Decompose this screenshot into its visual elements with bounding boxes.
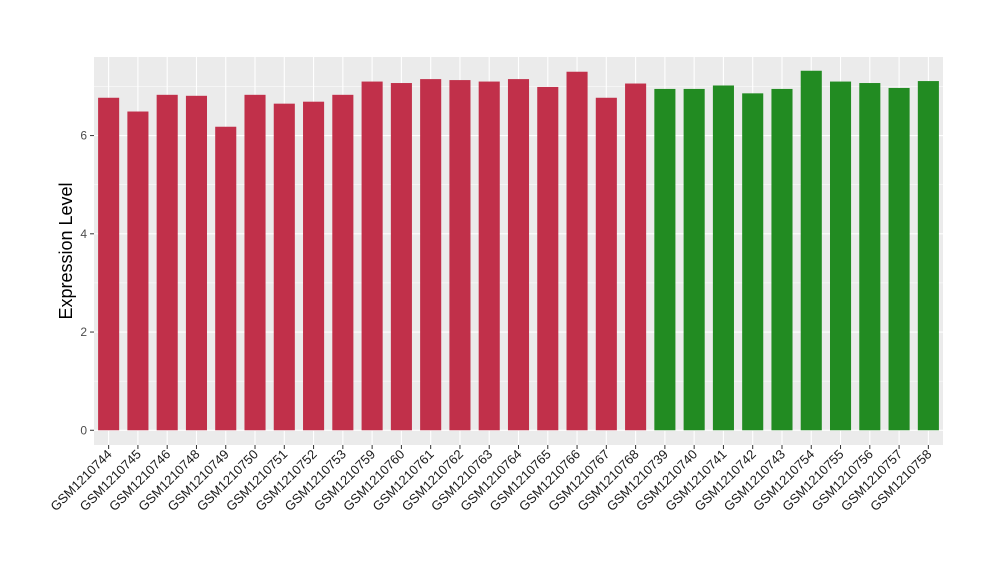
bar-GSM1210753	[332, 94, 354, 431]
bar-GSM1210743	[771, 88, 793, 431]
y-tick-label: 4	[80, 227, 87, 241]
bar-GSM1210764	[507, 79, 530, 431]
bar-GSM1210765	[537, 86, 559, 431]
bar-GSM1210758	[917, 81, 939, 431]
bar-GSM1210767	[595, 97, 617, 431]
bar-GSM1210763	[478, 81, 500, 431]
bar-GSM1210746	[156, 94, 178, 431]
y-axis: 0 2 4 6	[80, 129, 94, 437]
bars	[98, 70, 939, 431]
bar-GSM1210739	[654, 88, 676, 431]
bar-GSM1210744	[98, 97, 120, 431]
bar-GSM1210755	[829, 81, 852, 431]
bar-GSM1210751	[273, 103, 295, 431]
bar-GSM1210768	[625, 83, 647, 431]
bar-GSM1210752	[303, 101, 325, 431]
bar-GSM1210742	[742, 93, 764, 431]
bar-GSM1210756	[859, 83, 881, 431]
bar-GSM1210757	[888, 87, 910, 431]
bar-GSM1210750	[244, 94, 266, 431]
bar-GSM1210754	[800, 70, 822, 431]
y-tick-label: 0	[80, 423, 87, 437]
y-tick-label: 6	[80, 129, 87, 143]
bar-GSM1210740	[683, 88, 705, 431]
bar-GSM1210741	[712, 85, 734, 431]
bar-GSM1210745	[127, 111, 149, 431]
bar-GSM1210762	[449, 80, 471, 431]
y-axis-title: Expression Level	[56, 182, 76, 319]
bar-GSM1210759	[361, 81, 383, 431]
bar-GSM1210749	[215, 126, 237, 431]
bar-GSM1210748	[185, 95, 208, 431]
bar-GSM1210761	[420, 79, 442, 431]
x-axis: GSM1210744GSM1210745GSM1210746GSM1210748…	[47, 445, 934, 514]
y-tick-label: 2	[80, 325, 87, 339]
bar-GSM1210760	[390, 83, 412, 431]
bar-GSM1210766	[566, 71, 588, 431]
